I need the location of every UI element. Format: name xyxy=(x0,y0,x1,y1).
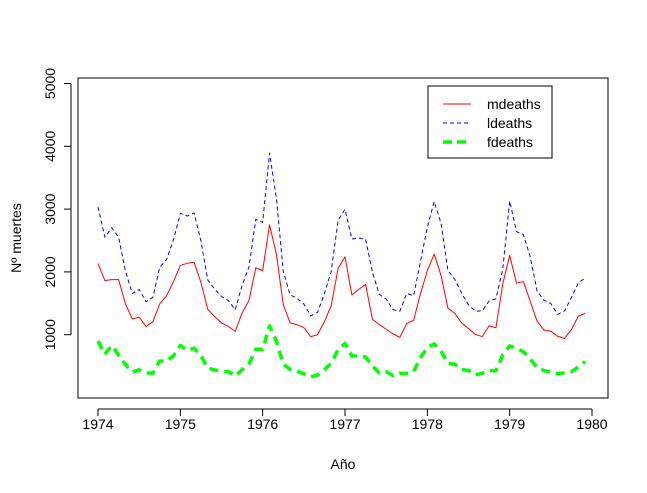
x-tick-label: 1979 xyxy=(494,416,525,432)
series-line-mdeaths xyxy=(97,224,586,339)
y-axis: 1000 2000 3000 4000 5000 xyxy=(42,68,72,350)
series-points-ldeaths xyxy=(98,153,585,316)
legend-label-mdeaths: mdeaths xyxy=(487,96,541,112)
y-tick-label: 1000 xyxy=(42,319,58,350)
y-tick-label: 4000 xyxy=(42,131,58,162)
x-tick-label: 1977 xyxy=(329,416,360,432)
x-tick-label: 1974 xyxy=(82,416,113,432)
y-tick-label: 3000 xyxy=(42,193,58,224)
legend: mdeaths ldeaths fdeaths xyxy=(427,85,553,159)
x-tick-label: 1975 xyxy=(165,416,196,432)
y-tick-label: 5000 xyxy=(42,68,58,99)
series-points-mdeaths xyxy=(98,225,585,339)
y-tick-label: 2000 xyxy=(42,256,58,287)
x-tick-label: 1980 xyxy=(576,416,607,432)
series-points-fdeaths xyxy=(98,326,585,377)
plot-frame xyxy=(77,77,609,399)
series-line-ldeaths xyxy=(97,152,586,317)
y-axis-label: Nº muertes xyxy=(8,203,24,273)
legend-label-ldeaths: ldeaths xyxy=(487,115,532,131)
x-tick-label: 1976 xyxy=(247,416,278,432)
x-axis-label: Año xyxy=(331,456,356,472)
series-line-fdeaths xyxy=(96,324,587,379)
x-tick-label: 1978 xyxy=(412,416,443,432)
legend-box xyxy=(427,85,553,159)
series-layer xyxy=(96,152,587,379)
legend-label-fdeaths: fdeaths xyxy=(487,134,533,150)
x-axis: 1974 1975 1976 1977 1978 1979 1980 xyxy=(82,408,608,432)
